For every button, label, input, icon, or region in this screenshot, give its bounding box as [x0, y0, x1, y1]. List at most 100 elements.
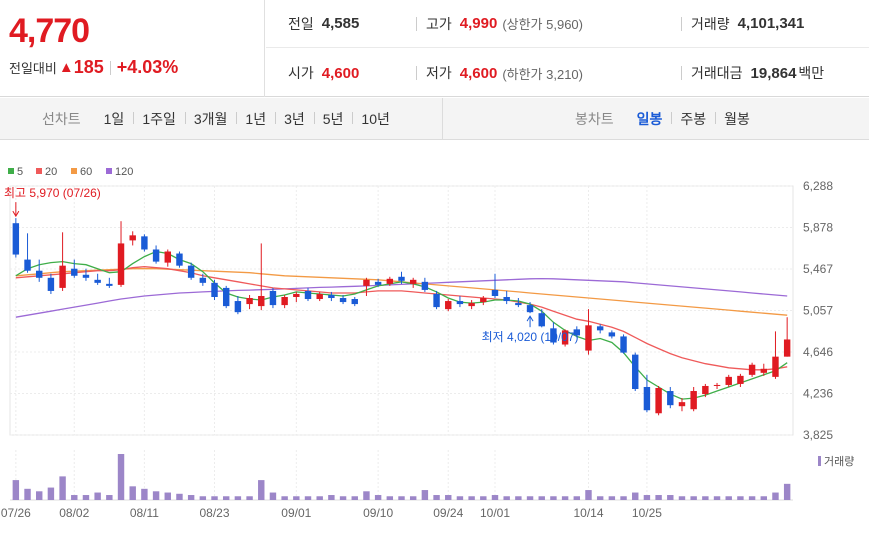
candle-body	[106, 283, 113, 286]
volume-bar	[24, 488, 31, 500]
legend-label: 20	[45, 166, 57, 178]
period-1y[interactable]: 1년	[236, 109, 275, 129]
candle-body	[141, 236, 148, 250]
volume-bar	[351, 496, 358, 500]
volume-bar	[176, 493, 183, 500]
volume-bar	[561, 496, 569, 500]
candle	[515, 298, 522, 308]
candle	[176, 251, 183, 268]
volume-bar	[36, 491, 43, 500]
candle	[129, 231, 136, 246]
candle	[386, 276, 394, 286]
candle-daily[interactable]: 일봉	[636, 111, 663, 127]
candle-body	[421, 281, 429, 290]
x-tick-label: 10/25	[632, 506, 662, 520]
candle-body	[164, 251, 171, 263]
lower-limit: (하한가 3,210)	[502, 66, 583, 82]
volume-bar	[713, 496, 721, 500]
trade-value-label: 거래대금	[691, 65, 743, 81]
period-5y[interactable]: 5년	[313, 109, 353, 129]
candle-body	[211, 282, 218, 298]
volume-bar	[339, 496, 347, 500]
candle-body	[363, 279, 370, 286]
candle-body	[491, 289, 499, 296]
volume-bar	[363, 491, 370, 500]
candle	[211, 279, 218, 301]
volume-stat: 거래량 4,101,341	[691, 0, 804, 48]
candle	[59, 232, 66, 291]
candle-body	[433, 293, 440, 308]
stats-row-2: 시가 4,600 저가 4,600 (하한가 3,210) 거래대금 19,86…	[266, 49, 869, 97]
chart-legend: 5 20 60 120	[8, 166, 133, 178]
volume-bar	[678, 496, 686, 500]
y-tick-label: 4,236	[803, 387, 833, 401]
period-3y[interactable]: 3년	[275, 109, 314, 129]
candle	[433, 290, 440, 310]
change-label: 전일대비	[9, 61, 57, 76]
candle-body	[117, 243, 125, 285]
candle	[491, 273, 499, 299]
period-3m[interactable]: 3개월	[184, 109, 237, 129]
candle	[445, 299, 452, 312]
candle	[152, 245, 160, 264]
candle-chart-types: 봉차트 일봉 주봉 월봉	[442, 98, 869, 140]
divider	[416, 66, 417, 80]
candle	[713, 382, 721, 390]
period-1d[interactable]: 1일	[103, 111, 125, 127]
candle	[141, 234, 148, 252]
high-label: 고가	[426, 15, 452, 32]
prev-close-value: 4,585	[321, 15, 360, 32]
candle	[573, 326, 581, 338]
candle	[772, 331, 779, 379]
candle	[328, 291, 335, 302]
candle-body	[351, 299, 358, 305]
volume-bar	[211, 496, 218, 500]
volume-bar	[515, 496, 522, 500]
upper-limit: (상한가 5,960)	[502, 17, 583, 32]
candle-body	[24, 259, 31, 271]
candle-body	[47, 277, 55, 291]
volume-bar	[222, 496, 230, 500]
candle-body	[480, 298, 487, 303]
price-chart[interactable]: 5 20 60 120 6,288 5,878 5,467 5,057 4,646 4,236 3…	[0, 140, 869, 540]
volume-bar	[106, 495, 113, 500]
volume-label: 거래량	[691, 15, 730, 32]
volume-bar	[269, 492, 277, 500]
candle-body	[234, 301, 242, 313]
candle	[281, 294, 288, 309]
volume-bar	[491, 495, 499, 500]
candle	[456, 295, 464, 308]
candle-body	[783, 339, 791, 357]
candle-monthly[interactable]: 월봉	[715, 109, 759, 129]
y-axis: 6,288 5,878 5,467 5,057 4,646 4,236 3,825	[803, 179, 833, 442]
candle	[12, 218, 20, 258]
candle	[24, 233, 31, 273]
candle-body	[690, 391, 697, 410]
period-1w[interactable]: 1주일	[133, 109, 185, 129]
line-chart-periods: 선차트 1일 1주일 3개월 1년 3년 5년 10년	[42, 98, 399, 140]
period-10y[interactable]: 10년	[352, 109, 398, 129]
candle	[351, 297, 358, 307]
y-tick-label: 5,467	[803, 262, 833, 276]
candle	[47, 273, 55, 294]
volume-bar	[772, 492, 779, 500]
candle	[316, 291, 323, 302]
candle-body	[386, 278, 394, 284]
candle-body	[503, 297, 510, 302]
candle-body	[374, 281, 382, 285]
candle	[760, 363, 767, 376]
candle-body	[281, 297, 288, 306]
candle	[643, 374, 651, 413]
volume-bar	[655, 495, 662, 500]
candle	[187, 262, 195, 280]
candle-weekly[interactable]: 주봉	[671, 109, 715, 129]
trade-value-stat: 거래대금 19,864 백만	[691, 49, 824, 97]
candle	[503, 290, 510, 305]
volume-bar	[550, 496, 557, 500]
volume-bar	[374, 495, 382, 500]
volume-bar	[445, 495, 452, 500]
volume-bar	[573, 496, 581, 500]
volume-bar	[12, 480, 20, 500]
volume-bar	[596, 496, 604, 500]
candles	[12, 218, 791, 416]
